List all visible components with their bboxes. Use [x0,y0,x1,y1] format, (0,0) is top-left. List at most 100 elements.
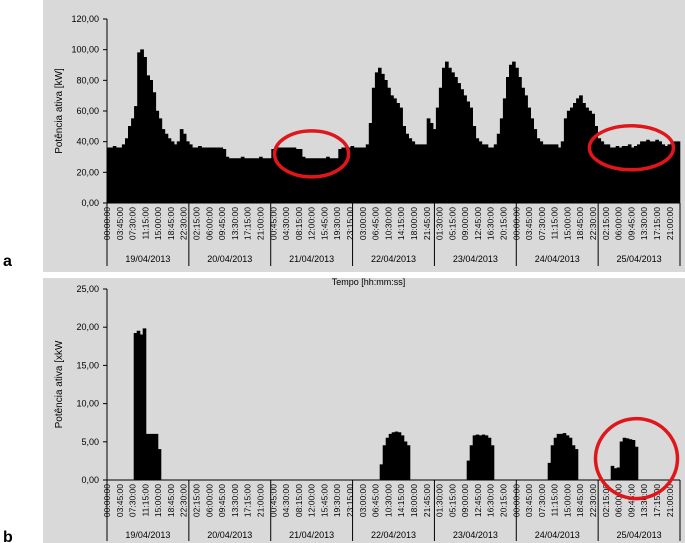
x-tick-label: 02:15:00 [601,207,611,240]
panel-label: a [3,253,12,270]
x-tick-label: 03:45:00 [115,207,125,240]
date-label: 25/04/2013 [617,530,662,540]
x-tick-label: 10:30:00 [383,484,393,517]
date-label: 19/04/2013 [125,530,170,540]
highlight-circle [272,129,351,179]
x-tick-label: 19:30:00 [332,484,342,517]
x-tick-label: 16:30:00 [486,484,496,517]
date-label: 23/04/2013 [453,530,498,540]
x-tick-label: 21:00:00 [665,484,675,517]
highlight-circle [593,416,680,501]
x-tick-label: 03:00:00 [358,207,368,240]
x-tick-label: 06:00:00 [204,207,214,240]
x-tick-label: 03:00:00 [358,484,368,517]
date-label: 19/04/2013 [125,254,170,264]
y-tick-label: 40,00 [76,137,99,147]
x-tick-label: 13:30:00 [230,207,240,240]
x-tick-label: 03:45:00 [524,484,534,517]
y-tick-label: 100,00 [71,45,99,55]
x-tick-label: 22:30:00 [179,207,189,240]
x-tick-label: 20:15:00 [499,484,509,517]
y-axis-label: Potência ativa [xkW [54,340,65,428]
x-tick-label: 20:15:00 [499,207,509,240]
chart-title: Tempo [hh:mm:ss] [332,277,406,287]
x-tick-label: 18:00:00 [409,207,419,240]
x-tick-label: 16:30:00 [486,207,496,240]
y-tick-label: 20,00 [76,322,99,332]
x-tick-label: 02:15:00 [601,484,611,517]
x-tick-label: 18:00:00 [409,484,419,517]
x-tick-label: 00:45:00 [268,484,278,517]
x-tick-label: 15:00:00 [562,207,572,240]
x-tick-label: 12:00:00 [307,207,317,240]
date-label: 20/04/2013 [207,254,252,264]
x-tick-label: 19:30:00 [332,207,342,240]
x-tick-label: 09:45:00 [217,207,227,240]
x-tick-label: 17:15:00 [652,484,662,517]
y-tick-label: 20,00 [76,167,99,177]
date-label: 21/04/2013 [289,254,334,264]
x-tick-label: 13:30:00 [639,484,649,517]
x-tick-label: 15:00:00 [153,207,163,240]
x-tick-label: 06:45:00 [371,207,381,240]
x-tick-label: 11:15:00 [550,207,560,240]
panel-background [43,278,685,543]
x-tick-label: 15:00:00 [562,484,572,517]
y-tick-label: 60,00 [76,106,99,116]
x-tick-label: 06:00:00 [614,484,624,517]
series-area [106,49,681,204]
x-tick-label: 22:30:00 [179,484,189,517]
x-tick-label: 11:15:00 [140,207,150,240]
x-tick-label: 15:45:00 [319,207,329,240]
x-tick-label: 11:15:00 [140,484,150,517]
panel-label: b [3,529,13,543]
y-tick-label: 0,00 [81,198,99,208]
x-tick-label: 03:45:00 [115,484,125,517]
x-tick-label: 13:30:00 [639,207,649,240]
x-tick-label: 06:00:00 [204,484,214,517]
y-tick-label: 15,00 [76,360,99,370]
x-tick-label: 05:15:00 [447,484,457,517]
date-label: 21/04/2013 [289,530,334,540]
x-tick-label: 06:45:00 [371,484,381,517]
x-tick-label: 09:45:00 [217,484,227,517]
date-label: 22/04/2013 [371,530,416,540]
y-tick-label: 25,00 [76,284,99,294]
x-tick-label: 07:30:00 [537,207,547,240]
x-tick-label: 03:45:00 [524,207,534,240]
x-tick-label: 07:30:00 [128,484,138,517]
x-tick-label: 18:45:00 [575,207,585,240]
x-tick-label: 01:30:00 [435,207,445,240]
x-tick-label: 09:00:00 [460,207,470,240]
date-label: 22/04/2013 [371,254,416,264]
y-tick-label: 120,00 [71,14,99,24]
date-label: 25/04/2013 [617,254,662,264]
x-tick-label: 18:45:00 [166,207,176,240]
x-tick-label: 00:45:00 [268,207,278,240]
x-tick-label: 12:45:00 [473,484,483,517]
x-tick-label: 21:00:00 [256,484,266,517]
x-tick-label: 01:30:00 [435,484,445,517]
y-tick-label: 80,00 [76,75,99,85]
x-tick-label: 15:00:00 [153,484,163,517]
highlight-circle [587,124,676,172]
x-tick-label: 02:15:00 [192,484,202,517]
x-tick-label: 07:30:00 [537,484,547,517]
x-tick-label: 11:15:00 [550,484,560,517]
x-tick-label: 09:45:00 [626,484,636,517]
x-tick-label: 15:45:00 [319,484,329,517]
x-tick-label: 23:15:00 [345,484,355,517]
date-label: 23/04/2013 [453,254,498,264]
x-tick-label: 14:15:00 [396,484,406,517]
y-tick-label: 5,00 [81,437,99,447]
x-tick-label: 05:15:00 [447,207,457,240]
x-tick-label: 21:00:00 [665,207,675,240]
x-tick-label: 04:30:00 [281,484,291,517]
x-tick-label: 22:30:00 [588,207,598,240]
x-tick-label: 22:30:00 [588,484,598,517]
x-tick-label: 18:45:00 [575,484,585,517]
x-tick-label: 14:15:00 [396,207,406,240]
x-tick-label: 08:15:00 [294,207,304,240]
date-label: 20/04/2013 [207,530,252,540]
